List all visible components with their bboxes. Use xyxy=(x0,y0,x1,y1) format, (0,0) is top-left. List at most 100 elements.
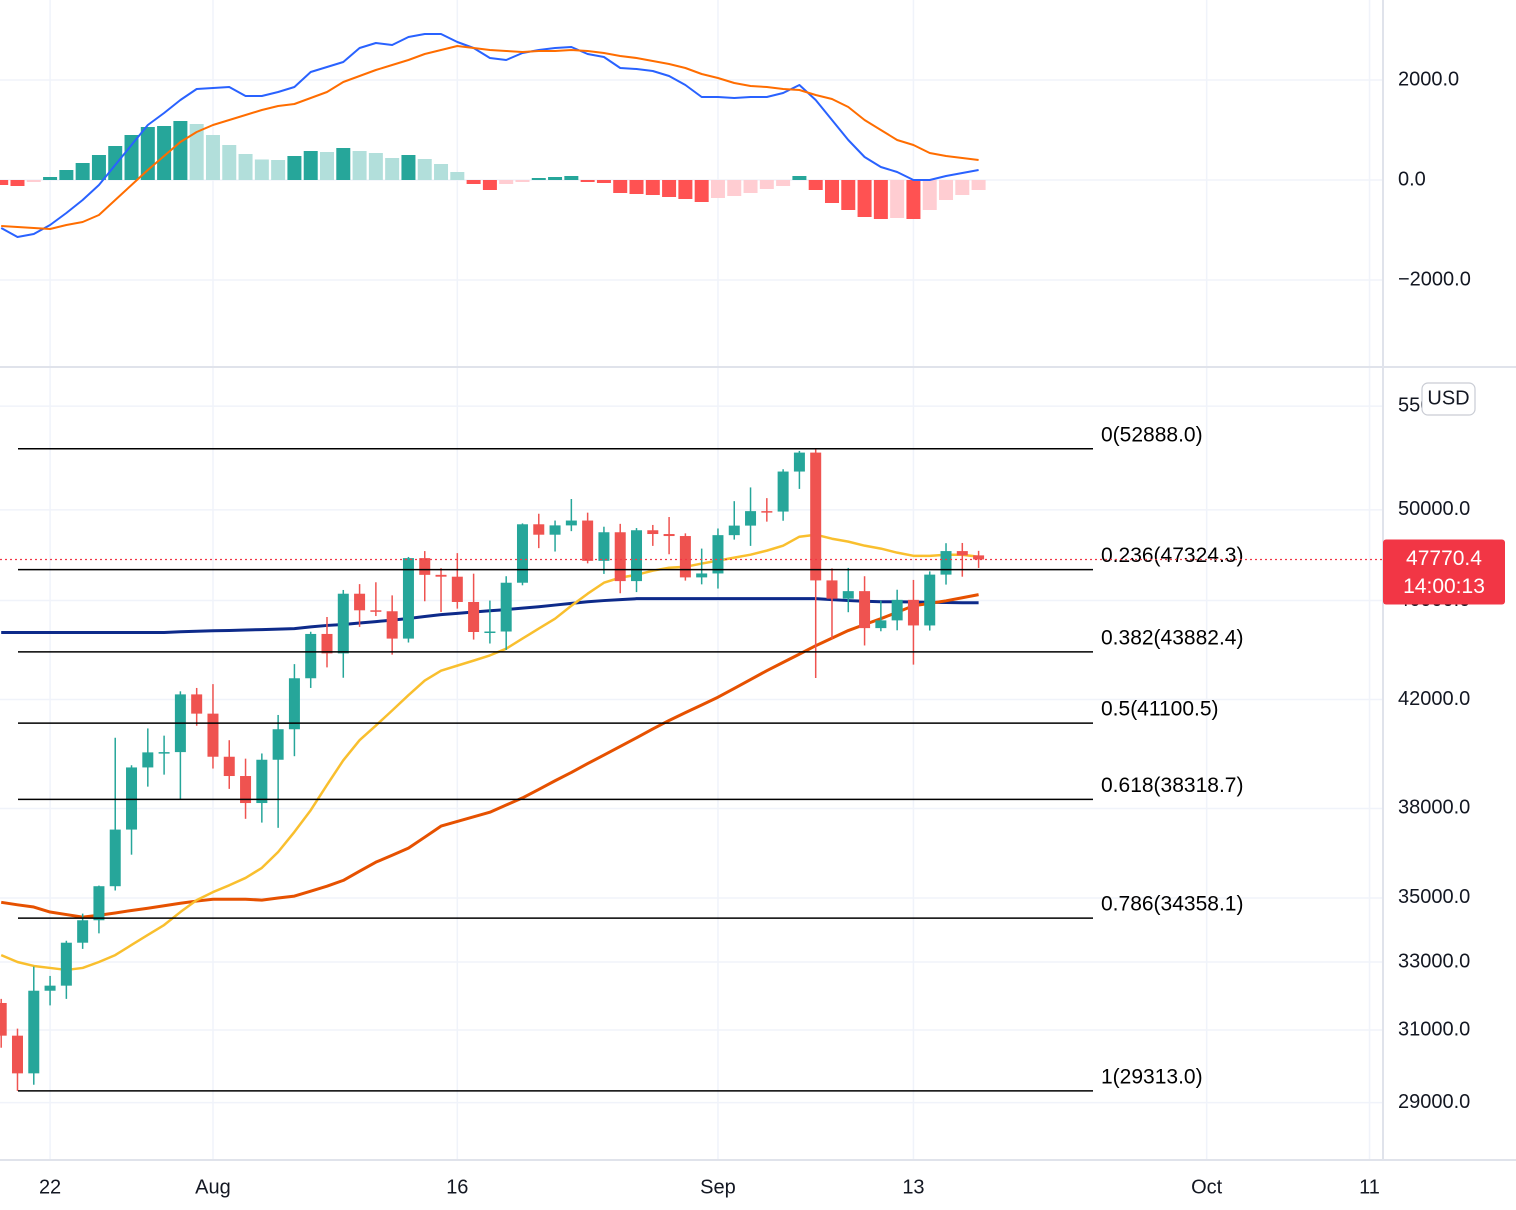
histogram-bar xyxy=(613,180,628,193)
histogram-bar xyxy=(808,180,823,190)
currency-badge xyxy=(1421,382,1476,416)
candle-body xyxy=(793,452,805,472)
macd-pane xyxy=(0,33,986,238)
y-tick-label: 0.0 xyxy=(1398,168,1426,190)
overlays: 47770.4 14:00:13 USD xyxy=(1383,382,1505,605)
candle-body xyxy=(126,767,138,830)
candle-body xyxy=(207,713,219,757)
histogram-bar xyxy=(124,135,139,180)
candle-body xyxy=(745,511,757,526)
candle-body xyxy=(191,694,203,714)
histogram-bar xyxy=(971,180,986,190)
x-tick-label: Sep xyxy=(700,1176,736,1198)
histogram-bar xyxy=(482,180,497,190)
candle-body xyxy=(0,1002,7,1036)
macd-line xyxy=(0,33,979,238)
candle-body xyxy=(565,520,577,526)
candle-body xyxy=(875,620,887,629)
histogram-bar xyxy=(678,180,693,199)
last-price-box xyxy=(1383,539,1505,605)
y-tick-label: −2000.0 xyxy=(1398,268,1471,290)
candle-body xyxy=(907,599,919,626)
histogram-bar xyxy=(743,180,758,193)
y-tick-label: 50000.0 xyxy=(1398,498,1470,520)
candle-body xyxy=(728,525,740,536)
candle-body xyxy=(451,576,463,602)
fib-label: 0.618(38318.7) xyxy=(1101,774,1243,797)
x-tick-label: 11 xyxy=(1359,1176,1380,1198)
histogram-bar xyxy=(499,180,514,184)
candle-body xyxy=(435,574,447,577)
candle-body xyxy=(321,633,333,654)
y-tick-label: 33000.0 xyxy=(1398,950,1470,972)
y-tick-label: 2000.0 xyxy=(1398,68,1459,90)
candle-body xyxy=(924,574,936,626)
fib-label: 0.236(47324.3) xyxy=(1101,544,1243,567)
y-tick-label: 29000.0 xyxy=(1398,1091,1470,1113)
candle-body xyxy=(582,520,594,561)
candle-body xyxy=(484,631,496,634)
x-tick-label: Aug xyxy=(195,1176,231,1198)
x-tick-label: Oct xyxy=(1191,1176,1223,1198)
candle-body xyxy=(956,551,968,556)
histogram-bar xyxy=(271,160,286,180)
histogram-bar xyxy=(401,155,416,180)
candle-body xyxy=(940,551,952,575)
histogram-bar xyxy=(792,176,807,180)
candle-body xyxy=(354,593,366,611)
candle-body xyxy=(533,524,545,535)
histogram-bar xyxy=(890,180,905,218)
candle-body xyxy=(93,886,105,921)
candle-body xyxy=(256,759,268,804)
histogram-bar xyxy=(548,177,563,180)
y-tick-label: 35000.0 xyxy=(1398,886,1470,908)
histogram-bar xyxy=(580,180,595,182)
histogram-bar xyxy=(515,180,530,182)
histogram-bar xyxy=(157,126,172,180)
candle-body xyxy=(663,534,675,537)
candle-body xyxy=(712,535,724,574)
histogram-bar xyxy=(352,151,367,180)
fib-label: 0.5(41100.5) xyxy=(1101,698,1219,721)
candle-body xyxy=(598,532,610,561)
candle-body xyxy=(973,555,985,560)
currency-label: USD xyxy=(1427,387,1469,409)
candle-body xyxy=(810,452,822,581)
histogram-bar xyxy=(776,180,791,186)
histogram-bar xyxy=(596,180,611,183)
histogram-bar xyxy=(43,177,58,180)
candle-body xyxy=(679,536,691,578)
x-tick-label: 16 xyxy=(446,1176,468,1198)
candle-body xyxy=(386,611,398,639)
macd-line xyxy=(1,45,979,230)
candle-body xyxy=(223,756,235,777)
last-price-label: 47770.4 xyxy=(1406,547,1482,570)
histogram-bar xyxy=(222,145,237,180)
histogram-bar xyxy=(939,180,954,200)
candle-body xyxy=(158,752,170,754)
histogram-bar xyxy=(385,158,400,180)
histogram-bar xyxy=(434,164,449,180)
histogram-bar xyxy=(873,180,888,219)
histogram-bar xyxy=(466,180,481,184)
histogram-bar xyxy=(564,176,579,180)
histogram-bar xyxy=(857,180,872,217)
y-tick-label: 38000.0 xyxy=(1398,797,1470,819)
candle-body xyxy=(777,471,789,512)
histogram-bar xyxy=(531,178,546,180)
histogram-bar xyxy=(629,180,644,194)
candle-body xyxy=(272,729,284,760)
histogram-bar xyxy=(824,180,839,203)
fib-label: 0.786(34358.1) xyxy=(1101,893,1243,916)
histogram-bar xyxy=(254,159,269,180)
histogram-bar xyxy=(287,156,302,180)
candle-body xyxy=(647,530,659,535)
candle-body xyxy=(891,599,903,621)
candle-body xyxy=(402,558,414,639)
candle-body xyxy=(419,558,431,575)
candle-body xyxy=(109,829,121,887)
histogram-bar xyxy=(368,153,383,180)
candle-body xyxy=(337,593,349,654)
candle-body xyxy=(60,942,72,986)
